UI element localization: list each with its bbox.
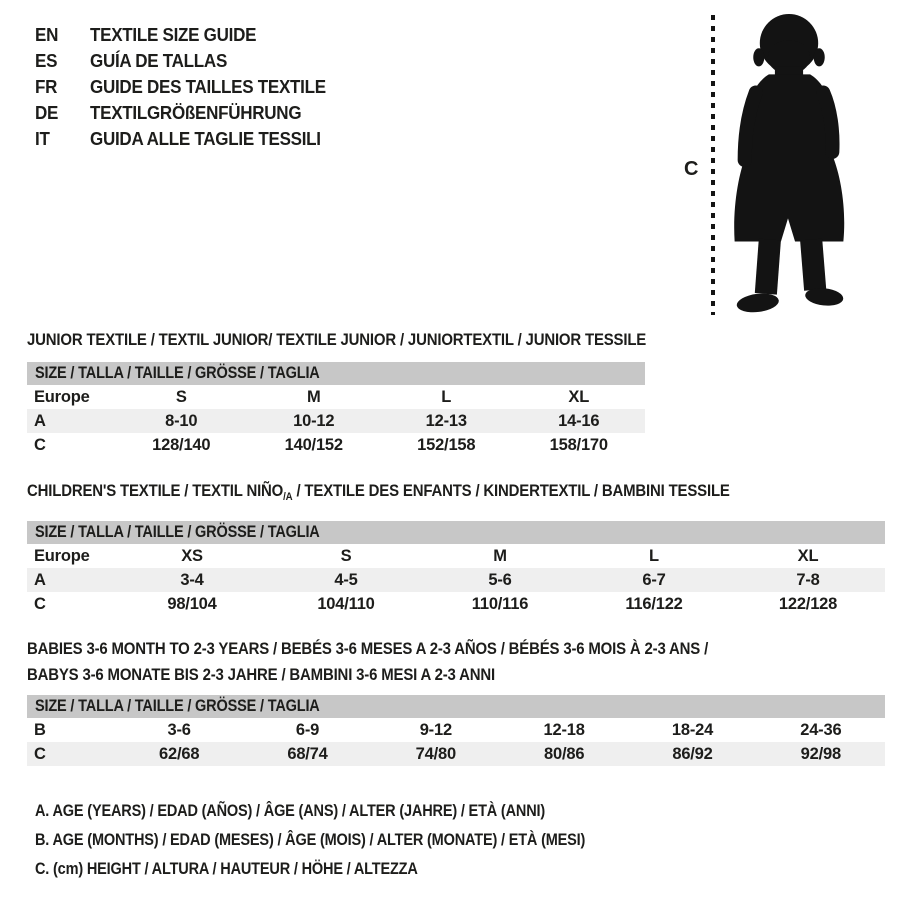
- table-title: JUNIOR TEXTILE / TEXTIL JUNIOR/ TEXTILE …: [27, 330, 647, 349]
- table-cell: 158/170: [549, 436, 608, 454]
- footnote-a: A. AGE (YEARS) / EDAD (AÑOS) / ÂGE (ANS)…: [35, 802, 546, 820]
- table-cell: M: [306, 388, 321, 406]
- baby-silhouette-icon: [734, 14, 845, 313]
- table-cell: 7-8: [796, 571, 820, 589]
- table-cell: C: [34, 436, 46, 454]
- table-cell: 74/80: [415, 745, 456, 763]
- babies-textile-table: BABIES 3-6 MONTH TO 2-3 YEARS / BEBÉS 3-…: [27, 636, 885, 766]
- table-cell: 14-16: [558, 412, 600, 430]
- table-cell: 4-5: [334, 571, 358, 589]
- table-title-text: CHILDREN'S TEXTILE / TEXTIL NIÑO: [27, 481, 284, 500]
- language-row-it: IT GUIDA ALLE TAGLIE TESSILI: [35, 126, 346, 152]
- height-dotted-line: [711, 15, 715, 315]
- language-label: TEXTILGRÖßENFÜHRUNG: [90, 102, 302, 123]
- footnote-c: C. (cm) HEIGHT / ALTURA / HAUTEUR / HÖHE…: [35, 860, 418, 878]
- language-code: EN: [35, 24, 59, 45]
- table-header-bar: SIZE / TALLA / TAILLE / GRÖSSE / TAGLIA: [27, 521, 885, 544]
- table-cell: XL: [568, 388, 590, 406]
- childrens-textile-table: CHILDREN'S TEXTILE / TEXTIL NIÑO/A / TEX…: [27, 481, 885, 616]
- table-cell: 3-4: [180, 571, 204, 589]
- table-cell: A: [34, 571, 46, 589]
- table-header-bar: SIZE / TALLA / TAILLE / GRÖSSE / TAGLIA: [27, 362, 645, 385]
- table-cell: 110/116: [471, 595, 529, 613]
- table-cell: C: [34, 595, 46, 613]
- table-cell: 80/86: [544, 745, 585, 763]
- table-cell: 116/122: [625, 595, 683, 613]
- language-code: ES: [35, 50, 58, 71]
- table-cell: 152/158: [417, 436, 476, 454]
- table-row: Europe S M L XL: [27, 385, 645, 409]
- table-cell: S: [175, 388, 187, 406]
- table-cell: M: [493, 547, 507, 565]
- table-cell: 6-7: [642, 571, 666, 589]
- language-label: GUÍA DE TALLAS: [90, 50, 228, 71]
- footnotes: A. AGE (YEARS) / EDAD (AÑOS) / ÂGE (ANS)…: [35, 797, 660, 884]
- language-label: GUIDA ALLE TAGLIE TESSILI: [90, 128, 321, 149]
- language-code: IT: [35, 128, 50, 149]
- table-cell: XL: [797, 547, 819, 565]
- table-cell: 92/98: [800, 745, 841, 763]
- table-cell: 12-18: [543, 721, 585, 739]
- table-cell: 8-10: [165, 412, 198, 430]
- table-cell: 3-6: [167, 721, 191, 739]
- table-cell: 5-6: [488, 571, 512, 589]
- table-title-subscript: /A: [283, 491, 293, 503]
- language-row-de: DE TEXTILGRÖßENFÜHRUNG: [35, 100, 346, 126]
- height-measure-label: C: [684, 158, 699, 180]
- table-cell: 68/74: [287, 745, 328, 763]
- language-label: GUIDE DES TAILLES TEXTILE: [90, 76, 326, 97]
- table-row: A 3-4 4-5 5-6 6-7 7-8: [27, 568, 885, 592]
- table-cell: Europe: [34, 547, 90, 565]
- table-title-line: BABIES 3-6 MONTH TO 2-3 YEARS / BEBÉS 3-…: [27, 639, 709, 658]
- table-title-line: BABYS 3-6 MONATE BIS 2-3 JAHRE / BAMBINI…: [27, 665, 495, 684]
- table-row: A 8-10 10-12 12-13 14-16: [27, 409, 645, 433]
- table-row: C 62/68 68/74 74/80 80/86 86/92 92/98: [27, 742, 885, 766]
- table-row: C 98/104 104/110 110/116 116/122 122/128: [27, 592, 885, 616]
- language-label: TEXTILE SIZE GUIDE: [90, 24, 257, 45]
- table-row: B 3-6 6-9 9-12 12-18 18-24 24-36: [27, 718, 885, 742]
- table-cell: 128/140: [152, 436, 211, 454]
- table-cell: 122/128: [778, 595, 838, 613]
- language-row-en: EN TEXTILE SIZE GUIDE: [35, 22, 346, 48]
- table-cell: 6-9: [295, 721, 320, 739]
- language-code: FR: [35, 76, 58, 97]
- language-code: DE: [35, 102, 59, 123]
- table-cell: 12-13: [425, 412, 467, 430]
- table-cell: 10-12: [293, 412, 335, 430]
- table-cell: 9-12: [419, 721, 452, 739]
- table-cell: 62/68: [159, 745, 200, 763]
- junior-textile-table: JUNIOR TEXTILE / TEXTIL JUNIOR/ TEXTILE …: [27, 330, 647, 457]
- language-row-fr: FR GUIDE DES TAILLES TEXTILE: [35, 74, 346, 100]
- table-title: BABIES 3-6 MONTH TO 2-3 YEARS / BEBÉS 3-…: [27, 636, 885, 688]
- table-cell: L: [649, 547, 659, 565]
- language-title-list: EN TEXTILE SIZE GUIDE ES GUÍA DE TALLAS …: [35, 22, 346, 152]
- table-cell: 24-36: [800, 721, 842, 739]
- table-cell: 104/110: [317, 595, 375, 613]
- table-cell: 18-24: [671, 721, 714, 739]
- table-cell: 140/152: [284, 436, 343, 454]
- table-cell: 98/104: [167, 595, 217, 613]
- table-title-text: / TEXTILE DES ENFANTS / KINDERTEXTIL / B…: [292, 481, 730, 500]
- table-cell: B: [34, 721, 46, 739]
- table-cell: XS: [181, 547, 203, 565]
- language-row-es: ES GUÍA DE TALLAS: [35, 48, 346, 74]
- footnote-b: B. AGE (MONTHS) / EDAD (MESES) / ÂGE (MO…: [35, 831, 586, 849]
- table-row: C 128/140 140/152 152/158 158/170: [27, 433, 645, 457]
- table-cell: C: [34, 745, 46, 763]
- table-cell: 86/92: [672, 745, 713, 763]
- table-cell: S: [340, 547, 352, 565]
- table-cell: A: [34, 412, 46, 430]
- table-cell: L: [441, 388, 452, 406]
- table-title: CHILDREN'S TEXTILE / TEXTIL NIÑO/A / TEX…: [27, 481, 885, 507]
- table-header-bar: SIZE / TALLA / TAILLE / GRÖSSE / TAGLIA: [27, 695, 885, 718]
- table-row: Europe XS S M L XL: [27, 544, 885, 568]
- table-cell: Europe: [34, 388, 90, 406]
